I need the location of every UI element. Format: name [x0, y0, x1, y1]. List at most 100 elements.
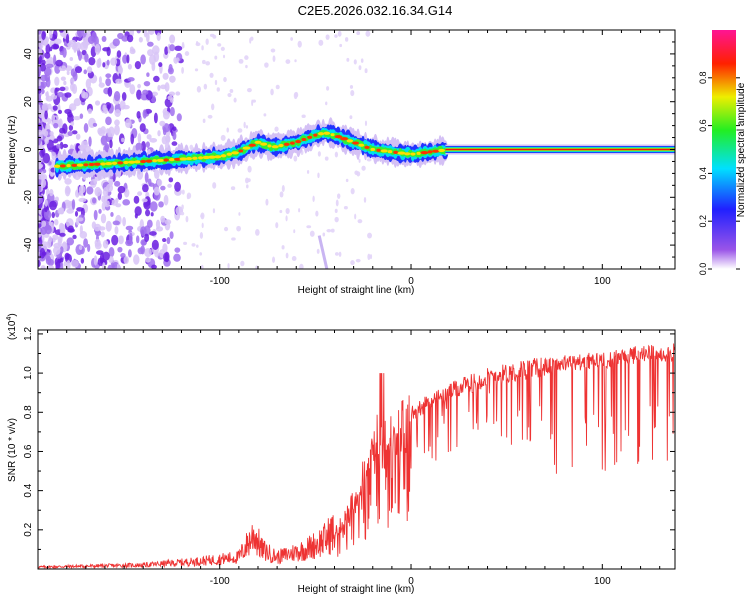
noise-speckle [100, 126, 106, 134]
noise-speckle [149, 182, 155, 187]
ridge-peak [140, 159, 147, 164]
noise-speckle [255, 229, 260, 236]
noise-speckle [115, 203, 122, 208]
noise-speckle [169, 231, 174, 240]
noise-speckle [223, 54, 226, 59]
noise-speckle [275, 84, 280, 90]
noise-speckle [153, 186, 160, 196]
noise-speckle [236, 225, 241, 232]
noise-speckle [105, 73, 112, 79]
noise-speckle [67, 225, 74, 233]
noise-speckle [140, 245, 145, 255]
ridge-peak [364, 145, 370, 149]
noise-speckle [290, 37, 293, 41]
snr-x-label: Height of straight line (km) [298, 584, 415, 595]
noise-speckle [51, 44, 60, 50]
noise-speckle [203, 83, 208, 90]
noise-speckle [293, 92, 298, 100]
noise-speckle [202, 118, 206, 124]
noise-speckle [127, 249, 132, 258]
snr-y-label: SNR (10 * v/v) [7, 418, 18, 482]
noise-speckle [309, 230, 315, 237]
ridge-peak [330, 133, 335, 137]
noise-speckle [172, 126, 177, 131]
noise-speckle [39, 247, 46, 259]
noise-speckle [77, 145, 83, 150]
ridge-peak [186, 156, 193, 161]
noise-speckle [87, 35, 95, 45]
noise-speckle [279, 209, 283, 214]
noise-speckle [144, 247, 152, 258]
noise-speckle [322, 232, 326, 237]
colorbar-tick-label: 0.4 [698, 167, 708, 180]
ridge-peak [163, 158, 169, 162]
noise-speckle [74, 66, 83, 74]
noise-speckle [112, 220, 120, 226]
y-tick-label: 0.4 [23, 483, 34, 497]
x-tick-label: 100 [594, 576, 611, 587]
noise-speckle [247, 178, 251, 183]
noise-speckle [52, 105, 58, 111]
ridge-peak [307, 135, 313, 139]
noise-speckle [86, 66, 93, 74]
noise-speckle [54, 38, 62, 45]
noise-speckle [191, 243, 196, 247]
noise-speckle [46, 240, 52, 249]
noise-speckle [129, 46, 134, 52]
noise-speckle [142, 109, 147, 119]
ridge-peak [334, 134, 343, 139]
noise-speckle [366, 158, 372, 162]
noise-speckle [76, 207, 84, 212]
noise-speckle [135, 235, 140, 244]
y-tick-label: 20 [23, 96, 34, 108]
ridge-peak [156, 158, 165, 162]
noise-speckle [54, 76, 60, 86]
noise-speckle [108, 247, 115, 258]
ridge-peak [198, 156, 204, 160]
noise-speckle [87, 243, 91, 253]
noise-speckle [233, 97, 237, 103]
noise-speckle [57, 91, 64, 98]
ridge-peak [376, 148, 381, 152]
snr-multiplier: (x104) [6, 313, 18, 340]
noise-speckle [156, 32, 161, 42]
y-tick-label: 1.2 [23, 327, 34, 341]
noise-speckle [130, 133, 135, 145]
noise-speckle [344, 37, 349, 42]
noise-speckle [108, 177, 114, 186]
noise-speckle [70, 82, 75, 92]
noise-speckle [87, 108, 93, 115]
noise-speckle [102, 186, 109, 198]
noise-speckle [275, 222, 279, 229]
noise-speckle [144, 233, 150, 243]
noise-speckle [162, 110, 170, 120]
noise-speckle [227, 92, 232, 98]
noise-speckle [52, 30, 58, 40]
noise-speckle [64, 86, 69, 91]
ridge-peak [169, 158, 175, 162]
noise-speckle [114, 225, 119, 235]
noise-speckle [297, 40, 302, 48]
noise-speckle [205, 38, 209, 45]
snr-multiplier-base: (x10 [7, 320, 18, 340]
noise-speckle [337, 30, 342, 37]
noise-speckle [285, 59, 291, 64]
ridge-peak [242, 146, 251, 150]
ridge-peak [220, 154, 227, 158]
noise-speckle [249, 37, 252, 44]
noise-speckle [58, 207, 65, 215]
noise-speckle [38, 30, 42, 35]
noise-speckle [144, 172, 149, 184]
noise-speckle [113, 90, 121, 102]
noise-speckle [247, 165, 252, 173]
noise-speckle [78, 31, 82, 39]
noise-speckle [158, 62, 163, 68]
noise-speckle [138, 36, 143, 43]
noise-speckle [279, 191, 284, 198]
noise-speckle [120, 253, 126, 258]
noise-speckle [49, 189, 54, 197]
noise-speckle [265, 198, 269, 206]
noise-speckle [334, 216, 339, 223]
noise-speckle [317, 151, 321, 157]
ridge-peak [387, 150, 393, 154]
